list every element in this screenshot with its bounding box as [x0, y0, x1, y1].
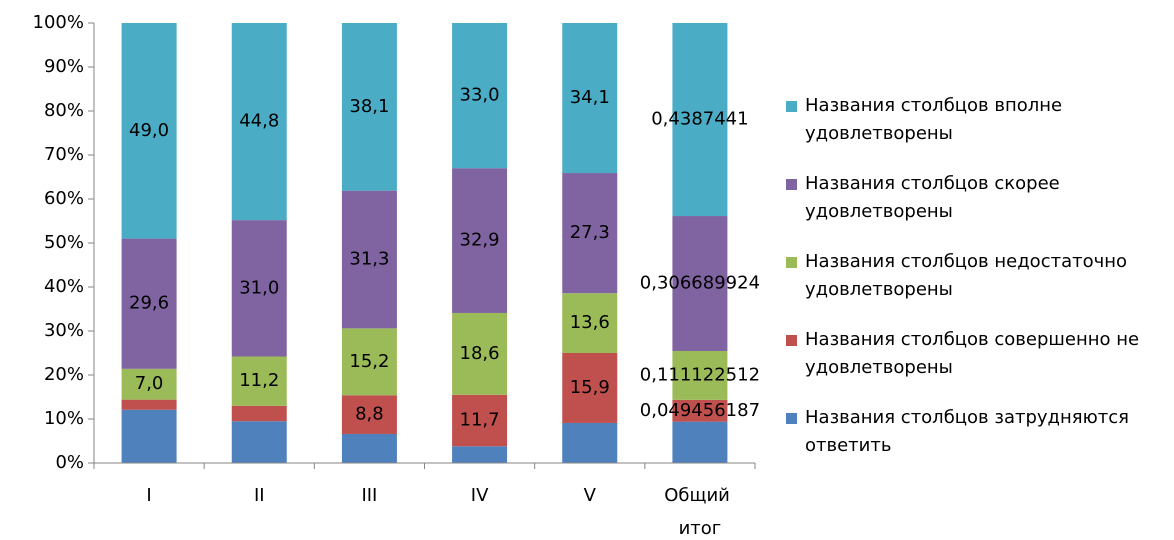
- legend-item: Названия столбцов недостаточно удовлетво…: [786, 248, 1156, 304]
- y-tick-label: 0%: [55, 452, 84, 473]
- y-tick-label: 20%: [44, 364, 84, 385]
- data-label: 32,9: [460, 230, 500, 251]
- y-tick-label: 30%: [44, 320, 84, 341]
- bar-segment: [452, 312, 508, 395]
- bar-segment: [452, 394, 508, 447]
- bar-segment: [121, 399, 177, 410]
- bar-segment: [672, 216, 728, 351]
- data-label: 31,3: [349, 249, 389, 270]
- data-label: 15,9: [570, 377, 610, 398]
- y-tick-label: 80%: [44, 100, 84, 121]
- y-tick-label: 70%: [44, 144, 84, 165]
- data-label: 49,0: [129, 120, 169, 141]
- bar-segment: [562, 173, 618, 294]
- y-tick-label: 10%: [44, 408, 84, 429]
- legend-label: Названия столбцов скорее удовлетворены: [805, 173, 1060, 222]
- x-tick-label: Общий итог: [664, 485, 735, 539]
- legend-swatch: [786, 179, 797, 190]
- bar-segment: [672, 399, 728, 422]
- bar-segment: [672, 421, 728, 463]
- bar-segment: [341, 395, 397, 434]
- data-label: 38,1: [349, 96, 389, 117]
- data-label: 34,1: [570, 87, 610, 108]
- legend-swatch: [786, 335, 797, 346]
- bar-segment: [341, 23, 397, 191]
- data-label: 44,8: [239, 111, 279, 132]
- data-label: 33,0: [460, 85, 500, 106]
- bar-segment: [341, 190, 397, 329]
- data-label: 13,6: [570, 312, 610, 333]
- bar-segment: [452, 446, 508, 463]
- data-label: 0,306689924: [640, 273, 760, 294]
- bar-segment: [121, 409, 177, 463]
- y-tick-label: 40%: [44, 276, 84, 297]
- data-label: 11,2: [239, 370, 279, 391]
- y-tick-label: 50%: [44, 232, 84, 253]
- x-tick-label: III: [361, 485, 377, 506]
- y-tick-label: 90%: [44, 56, 84, 77]
- x-tick-label: V: [584, 485, 597, 506]
- legend-item: Названия столбцов затрудняются ответить: [786, 404, 1156, 460]
- bar-segment: [562, 422, 618, 463]
- bar-segment: [672, 22, 728, 217]
- legend-label: Названия столбцов недостаточно удовлетво…: [805, 251, 1128, 300]
- bar-segment: [231, 405, 287, 422]
- legend-swatch: [786, 257, 797, 268]
- bar-segment: [231, 23, 287, 221]
- bar-segment: [341, 433, 397, 463]
- bar-segment: [562, 293, 618, 353]
- data-label: 15,2: [349, 351, 389, 372]
- legend-item: Названия столбцов совершенно не удовлетв…: [786, 326, 1156, 382]
- data-label: 7,0: [135, 373, 164, 394]
- bar-segment: [121, 238, 177, 369]
- x-tick-label: I: [146, 485, 151, 506]
- bar-segment: [121, 368, 177, 400]
- y-tick-label: 60%: [44, 188, 84, 209]
- data-label: 0,049456187: [640, 400, 760, 421]
- legend-label: Названия столбцов затрудняются ответить: [805, 407, 1129, 456]
- data-label: 31,0: [239, 277, 279, 298]
- legend-swatch: [786, 101, 797, 112]
- bar-segment: [452, 168, 508, 313]
- bar-segment: [452, 23, 508, 169]
- bar-segment: [121, 23, 177, 239]
- data-label: 8,8: [355, 404, 384, 425]
- legend-swatch: [786, 413, 797, 424]
- data-label: 29,6: [129, 293, 169, 314]
- data-label: 18,6: [460, 343, 500, 364]
- data-label: 11,7: [460, 410, 500, 431]
- bar-segment: [672, 350, 728, 400]
- legend-label: Названия столбцов совершенно не удовлетв…: [805, 329, 1140, 378]
- y-tick-label: 100%: [33, 12, 84, 33]
- bar-segment: [231, 356, 287, 406]
- legend-item: Названия столбцов скорее удовлетворены: [786, 170, 1156, 226]
- bar-segment: [341, 328, 397, 396]
- data-label: 0,111122512: [640, 364, 760, 385]
- data-label: 0,4387441: [651, 109, 748, 130]
- legend-label: Названия столбцов вполне удовлетворены: [805, 95, 1063, 144]
- x-tick-label: IV: [471, 485, 489, 506]
- bar-segment: [231, 421, 287, 463]
- bar-segment: [562, 353, 618, 423]
- bar-segment: [231, 220, 287, 357]
- data-label: 27,3: [570, 222, 610, 243]
- bar-segment: [562, 23, 618, 174]
- legend-item: Названия столбцов вполне удовлетворены: [786, 92, 1156, 148]
- x-tick-label: II: [254, 485, 265, 506]
